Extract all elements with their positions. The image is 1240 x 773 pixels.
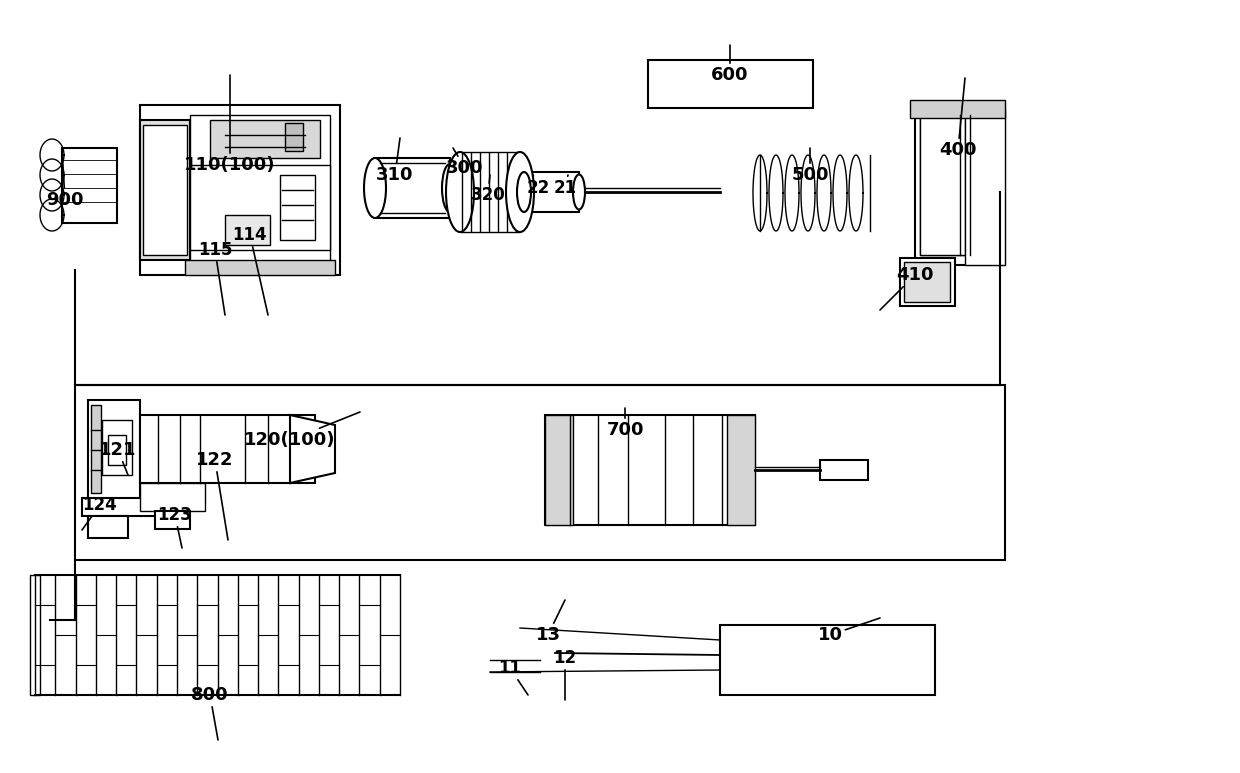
Bar xyxy=(74,385,1004,560)
Ellipse shape xyxy=(365,158,386,218)
Bar xyxy=(910,100,1004,118)
Bar xyxy=(224,215,270,245)
Bar xyxy=(30,575,40,695)
Text: 123: 123 xyxy=(157,506,192,548)
Text: 320: 320 xyxy=(471,175,506,204)
Bar xyxy=(546,415,755,525)
Text: 120(100): 120(100) xyxy=(244,412,360,449)
Bar xyxy=(185,260,335,275)
Bar xyxy=(965,110,1004,265)
Ellipse shape xyxy=(441,164,458,212)
Text: 110(100): 110(100) xyxy=(185,75,275,174)
Text: 400: 400 xyxy=(939,78,977,159)
Bar xyxy=(820,460,868,480)
Bar xyxy=(190,115,330,265)
Text: 310: 310 xyxy=(376,138,414,184)
Bar xyxy=(88,516,128,538)
Bar xyxy=(91,405,100,493)
Bar xyxy=(460,152,520,232)
Text: 10: 10 xyxy=(817,618,880,644)
Ellipse shape xyxy=(573,175,585,209)
Bar xyxy=(920,115,965,255)
Bar xyxy=(88,400,140,500)
Text: 410: 410 xyxy=(880,266,934,310)
Bar xyxy=(62,148,117,223)
Bar xyxy=(108,435,126,465)
Bar xyxy=(102,420,131,475)
Bar xyxy=(143,125,187,255)
Bar xyxy=(155,511,190,529)
Bar xyxy=(546,415,573,525)
Bar xyxy=(210,120,320,158)
Bar xyxy=(190,165,330,250)
Bar xyxy=(920,115,965,255)
Bar xyxy=(280,175,315,240)
Text: 124: 124 xyxy=(82,496,118,530)
Text: 121: 121 xyxy=(99,441,136,475)
Text: 13: 13 xyxy=(536,600,565,644)
Text: 122: 122 xyxy=(196,451,234,540)
Text: 900: 900 xyxy=(46,150,84,209)
Bar xyxy=(649,60,813,108)
Ellipse shape xyxy=(506,152,534,232)
Bar xyxy=(915,105,1004,265)
Text: 500: 500 xyxy=(791,148,828,184)
Text: 800: 800 xyxy=(191,686,229,740)
Bar xyxy=(285,123,303,151)
Text: 12: 12 xyxy=(553,649,577,700)
Bar xyxy=(140,483,205,511)
Text: 21: 21 xyxy=(553,175,577,197)
Ellipse shape xyxy=(517,172,531,212)
Bar xyxy=(140,120,190,260)
Text: 114: 114 xyxy=(233,226,268,315)
Bar xyxy=(82,498,157,516)
Text: 600: 600 xyxy=(712,45,749,84)
Bar xyxy=(140,105,340,275)
Bar xyxy=(140,415,315,483)
Text: 115: 115 xyxy=(197,241,232,315)
Text: 11: 11 xyxy=(498,659,528,695)
Text: 300: 300 xyxy=(446,148,484,177)
Ellipse shape xyxy=(446,152,474,232)
Polygon shape xyxy=(290,415,335,483)
Text: 700: 700 xyxy=(606,408,644,439)
Bar xyxy=(374,158,450,218)
Bar xyxy=(904,262,950,302)
Bar xyxy=(727,415,755,525)
Bar xyxy=(525,172,579,212)
Bar xyxy=(720,625,935,695)
Text: 22: 22 xyxy=(526,175,549,197)
Bar xyxy=(900,258,955,306)
